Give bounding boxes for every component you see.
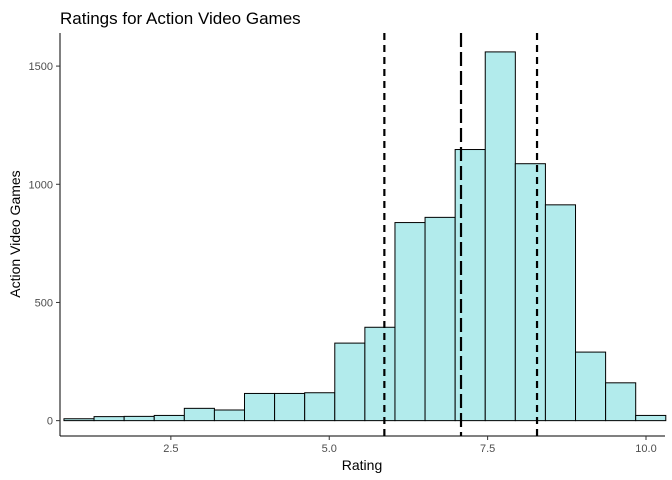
y-tick-label: 1000: [29, 179, 53, 191]
y-axis-title: Action Video Games: [7, 170, 23, 297]
histogram-bar: [334, 342, 366, 422]
histogram-bar: [213, 409, 246, 422]
histogram-bar: [93, 416, 125, 422]
bars-group: [63, 51, 667, 422]
x-tick-label: 7.5: [480, 443, 495, 455]
histogram-bar: [183, 407, 215, 422]
histogram-bar: [63, 418, 95, 422]
histogram-bar: [454, 149, 486, 422]
x-tick-label: 5.0: [322, 443, 337, 455]
x-axis-ticks: 2.5 5.0 7.5 10.0: [163, 436, 657, 455]
x-tick-label: 10.0: [635, 443, 656, 455]
histogram-bar: [244, 392, 276, 422]
histogram-bar: [394, 222, 426, 422]
histogram-bar: [605, 382, 637, 422]
histogram-bar: [635, 414, 667, 422]
histogram-bar: [544, 204, 577, 422]
histogram-bar: [424, 216, 456, 422]
x-tick-label: 2.5: [163, 443, 178, 455]
histogram-bar: [514, 163, 546, 422]
y-tick-label: 500: [35, 297, 53, 309]
chart-title: Ratings for Action Video Games: [60, 9, 301, 28]
histogram-bar: [304, 392, 336, 422]
histogram-bar: [123, 415, 155, 422]
histogram-bar: [575, 351, 607, 422]
histogram-bar: [274, 392, 306, 422]
histogram-bar: [364, 326, 396, 422]
y-axis-ticks: 0 500 1000 1500: [29, 61, 60, 428]
histogram-bar: [484, 51, 516, 422]
x-axis-title: Rating: [342, 457, 382, 473]
y-tick-label: 0: [47, 416, 53, 428]
histogram-bar: [153, 414, 185, 422]
y-tick-label: 1500: [29, 61, 53, 73]
reference-lines-group: [383, 33, 539, 436]
